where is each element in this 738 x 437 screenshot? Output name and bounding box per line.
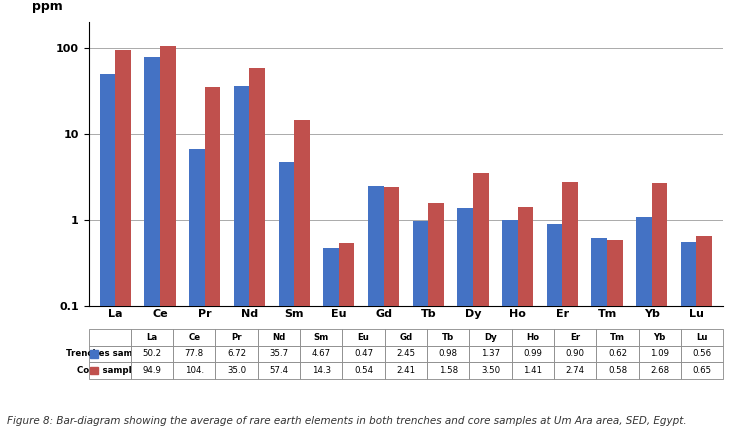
Text: Figure 8: Bar-diagram showing the average of rare earth elements in both trenche: Figure 8: Bar-diagram showing the averag…	[7, 416, 687, 426]
Bar	[145, 57, 160, 437]
Bar	[294, 121, 310, 437]
Bar	[115, 50, 131, 437]
Bar	[636, 217, 652, 437]
Bar	[90, 350, 97, 358]
Bar	[189, 149, 204, 437]
Bar	[368, 186, 384, 437]
Bar	[680, 242, 697, 437]
Bar	[517, 207, 534, 437]
Bar	[160, 46, 176, 437]
Y-axis label: ppm: ppm	[32, 0, 63, 14]
Bar	[473, 173, 489, 437]
Bar	[697, 236, 712, 437]
Bar	[413, 221, 428, 437]
Bar	[100, 73, 115, 437]
Bar	[249, 69, 265, 437]
Bar	[591, 238, 607, 437]
Bar	[652, 183, 667, 437]
Bar	[278, 162, 294, 437]
Bar	[458, 208, 473, 437]
Bar	[90, 367, 97, 375]
Bar	[428, 203, 444, 437]
Bar	[323, 248, 339, 437]
Bar	[547, 224, 562, 437]
Bar	[502, 220, 517, 437]
Bar	[204, 87, 221, 437]
Bar	[339, 243, 354, 437]
Bar	[384, 187, 399, 437]
Bar	[607, 240, 623, 437]
Bar	[562, 182, 578, 437]
Bar	[234, 86, 249, 437]
